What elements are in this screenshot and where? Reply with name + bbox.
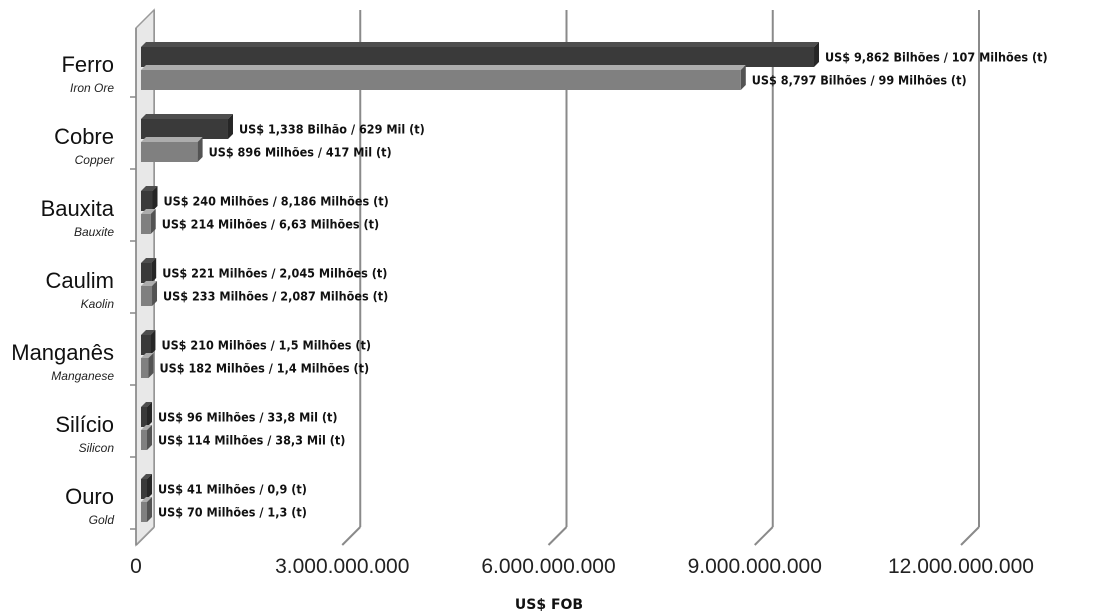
bar-top [141,281,158,286]
x-tick-label: 9.000.000.000 [688,555,822,578]
bar [141,502,147,522]
category-label: Ferro [61,52,114,77]
bar [141,286,153,306]
bar [141,191,153,211]
bar [141,430,147,450]
bar-top [141,186,158,191]
bar-value-label: US$ 114 Milhões / 38,3 Mil (t) [158,433,345,448]
x-tick-labels: 0 3.000.000.000 6.000.000.000 9.000.000.000… [130,555,1034,578]
bar [141,47,815,67]
bar-value-label: US$ 240 Milhões / 8,186 Milhões (t) [164,194,389,209]
bar-value-label: US$ 233 Milhões / 2,087 Milhões (t) [163,289,388,304]
category-label-en: Copper [75,153,115,167]
bar [141,407,147,427]
category-label-en: Gold [89,513,115,527]
bar-top [141,353,154,358]
bar-top [141,42,820,47]
bar [141,358,149,378]
bar-value-label: US$ 9,862 Bilhões / 107 Milhões (t) [825,50,1048,65]
bar [141,70,741,90]
bar-value-label: US$ 96 Milhões / 33,8 Mil (t) [158,410,338,425]
category-label-en: Bauxite [74,225,114,239]
category-label-en: Iron Ore [70,81,114,95]
bar [141,335,151,355]
bar-side [147,474,152,499]
bar-side [148,353,154,378]
bar [141,263,152,283]
category-label-en: Silicon [79,441,115,455]
bar-top [141,137,203,142]
bar-side [152,186,158,211]
bar-side [197,137,203,162]
bar-top [141,114,233,119]
category-labels: Ferro Iron Ore Cobre Copper Bauxita Bauxite Ca… [11,52,115,527]
data-labels: US$ 9,862 Bilhões / 107 Milhões (t) US$ 8… [158,50,1048,520]
bar [141,119,228,139]
bar-side [814,42,820,67]
bar-value-label: US$ 182 Milhões / 1,4 Milhões (t) [160,361,370,376]
gridline-floor [547,526,568,546]
x-tick-label: 3.000.000.000 [275,555,409,578]
bar-value-label: US$ 210 Milhões / 1,5 Milhões (t) [161,338,371,353]
bar-value-label: US$ 214 Milhões / 6,63 Milhões (t) [162,217,379,232]
bar-value-label: US$ 221 Milhões / 2,045 Milhões (t) [162,266,387,281]
bar-value-label: US$ 70 Milhões / 1,3 (t) [158,505,307,520]
bar-side [150,330,156,355]
bar-value-label: US$ 8,797 Bilhões / 99 Milhões (t) [752,73,967,88]
category-label: Cobre [54,124,114,149]
bar-top [141,474,152,479]
bar-top [141,402,152,407]
bar-value-label: US$ 41 Milhões / 0,9 (t) [158,482,307,497]
bar-side [147,497,152,522]
bar-top [141,497,152,502]
bar-value-label: US$ 1,338 Bilhão / 629 Mil (t) [239,122,425,137]
bar-side [227,114,233,139]
bar-value-label: US$ 896 Milhões / 417 Mil (t) [209,145,392,160]
bar-side [150,209,156,234]
gridline-floor [960,526,980,546]
bar-top [141,209,156,214]
bar-side [152,281,158,306]
bar-side [740,65,746,90]
gridlines [135,10,980,546]
category-label: Silício [55,412,114,437]
bar-side [147,402,152,427]
bar-top [141,425,152,430]
gridline-floor [341,526,361,546]
category-label: Caulim [46,268,114,293]
bar [141,214,151,234]
bar-top [141,330,156,335]
bar-top [141,258,157,263]
x-tick-label: 0 [130,555,142,578]
bar-side [147,425,152,450]
bar-side [151,258,157,283]
category-label-en: Manganese [51,369,114,383]
bar-top [141,65,746,70]
bar [141,479,147,499]
x-tick-label: 6.000.000.000 [481,555,615,578]
category-label-en: Kaolin [81,297,115,311]
bar [141,142,198,162]
x-axis-title: US$ FOB [515,597,583,613]
bars [141,42,820,522]
category-label: Manganês [11,340,114,365]
x-tick-label: 12.000.000.000 [888,555,1034,578]
category-label: Ouro [65,484,114,509]
gridline-floor [754,526,774,546]
category-label: Bauxita [41,196,115,221]
